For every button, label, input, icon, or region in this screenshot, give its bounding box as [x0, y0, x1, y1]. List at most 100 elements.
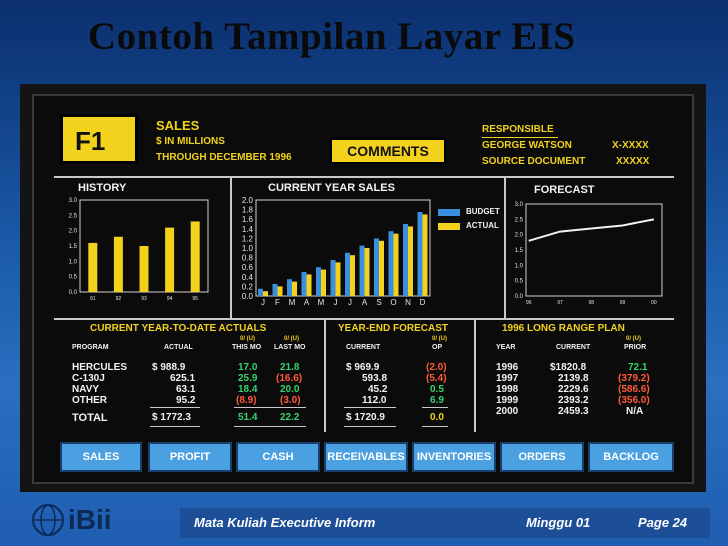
- yef-row-current: 45.2: [368, 384, 388, 395]
- lrp-title: 1996 LONG RANGE PLAN: [502, 323, 625, 334]
- nav-sales-button[interactable]: SALES: [60, 442, 142, 472]
- nav-backlog-button[interactable]: BACKLOG: [588, 442, 674, 472]
- ytd-row-last-mo: (3.0): [280, 395, 301, 406]
- lrp-row-prior: (586.6): [618, 384, 650, 395]
- history-bar: [113, 236, 123, 292]
- cys-bar: [301, 272, 307, 296]
- ytd-header-last-mo: LAST MO: [274, 344, 306, 351]
- forecast-x-tick-label: 98: [588, 300, 594, 306]
- cys-bar: [263, 291, 268, 296]
- history-bar: [139, 246, 149, 292]
- ytd-sub-this: 0/ (U): [240, 336, 255, 342]
- cys-x-tick-label: M: [289, 298, 296, 307]
- nav-receivables-button[interactable]: RECEIVABLES: [324, 442, 408, 472]
- yef-header-current: CURRENT: [346, 344, 381, 351]
- cys-y-tick-label: 0.2: [242, 282, 254, 291]
- history-x-tick-label: 91: [90, 296, 96, 302]
- yef-row-op: 0.5: [430, 384, 444, 395]
- history-x-tick-label: 93: [141, 296, 147, 302]
- ytd-sub-last: 0/ (U): [284, 336, 299, 342]
- forecast-x-tick-label: 96: [526, 300, 532, 306]
- yef-row-op: (5.4): [426, 373, 447, 384]
- forecast-line: [528, 218, 655, 242]
- ytd-row-this-mo: (8.9): [236, 395, 257, 406]
- nav-inventories-button[interactable]: INVENTORIES: [412, 442, 496, 472]
- cys-bar: [335, 262, 341, 296]
- history-y-tick-label: 1.0: [69, 259, 78, 265]
- current-year-sales-title: CURRENT YEAR SALES: [268, 182, 395, 194]
- charts-layer: 0.00.51.01.52.02.53.091 92 93 94 95 0.00.20.4…: [69, 196, 663, 307]
- lrp-row-year: 1997: [496, 373, 519, 384]
- legend-budget-label: BUDGET: [466, 207, 500, 216]
- history-title: HISTORY: [78, 182, 127, 194]
- lrp-header-current: CURRENT: [556, 344, 591, 351]
- responsible-person: GEORGE WATSON: [482, 140, 572, 151]
- lrp-row-current: $1820.8: [550, 362, 587, 373]
- cys-y-tick-label: 1.8: [242, 206, 254, 215]
- cys-y-tick-label: 0.4: [242, 273, 254, 282]
- footer-bar: Mata Kuliah Executive Inform Minggu 01 P…: [180, 508, 710, 538]
- cys-bar: [277, 286, 283, 296]
- lrp-row-current: 2229.6: [558, 384, 589, 395]
- cys-bar: [272, 284, 278, 296]
- forecast-y-tick-label: 0.5: [515, 279, 524, 285]
- divider-v2: [504, 176, 506, 318]
- nav-orders-button[interactable]: ORDERS: [500, 442, 584, 472]
- lrp-row-current: 2459.3: [558, 406, 589, 417]
- ytd-row-actual: 63.1: [176, 384, 196, 395]
- cys-bar: [306, 274, 312, 296]
- cys-bar: [287, 279, 292, 296]
- ytd-total-rule: [234, 407, 306, 408]
- yef-total-rule: [344, 426, 396, 427]
- ytd-total-this-mo: 51.4: [238, 412, 258, 423]
- history-x-tick-label: 92: [116, 296, 122, 302]
- units-label: $ IN MILLIONS: [156, 136, 225, 147]
- ytd-row-last-mo: 20.0: [280, 384, 300, 395]
- nav-cash-button[interactable]: CASH: [236, 442, 320, 472]
- lrp-row-year: 1998: [496, 384, 519, 395]
- ytd-total-label: TOTAL: [72, 412, 108, 424]
- ytd-row-this-mo: 25.9: [238, 373, 258, 384]
- through-label: THROUGH DECEMBER 1996: [156, 152, 292, 163]
- forecast-x-tick-label: 99: [620, 300, 626, 306]
- slide-title: Contoh Tampilan Layar EIS: [88, 15, 576, 58]
- ytd-total-last-mo: 22.2: [280, 412, 300, 423]
- ytd-row-actual: 95.2: [176, 395, 196, 406]
- ytd-row-this-mo: 17.0: [238, 362, 258, 373]
- cys-y-tick-label: 0.8: [242, 254, 254, 263]
- f1-label: F1: [75, 126, 106, 156]
- yef-total-current: $ 1720.9: [346, 412, 385, 423]
- cys-y-tick-label: 0.6: [242, 263, 254, 272]
- responsible-label: RESPONSIBLE: [482, 124, 554, 135]
- legend-actual-label: ACTUAL: [466, 221, 499, 230]
- cys-bar: [330, 260, 336, 296]
- responsible-code: X-XXXX: [612, 140, 649, 151]
- forecast-x-tick-label: 97: [557, 300, 563, 306]
- history-y-tick-label: 0.5: [69, 275, 78, 281]
- ytd-total-rule: [150, 426, 200, 427]
- cys-bar: [359, 245, 365, 296]
- ytd-total-rule: [234, 426, 306, 427]
- history-y-tick-label: 2.5: [69, 213, 78, 219]
- cys-x-tick-label: S: [376, 298, 381, 307]
- lrp-row-year: 1996: [496, 362, 519, 373]
- forecast-x-tick-label: 00: [651, 300, 657, 306]
- cys-bar: [388, 231, 394, 296]
- divider-v3: [324, 318, 326, 432]
- cys-x-tick-label: F: [275, 298, 280, 307]
- divider-v4: [474, 318, 476, 432]
- yef-row-current: 112.0: [362, 395, 387, 406]
- cys-bar: [374, 238, 379, 296]
- cys-bar: [364, 248, 370, 296]
- yef-header-op: OP: [432, 344, 443, 351]
- cys-bar: [350, 255, 355, 296]
- forecast-y-tick-label: 2.5: [515, 217, 524, 223]
- source-document-label: SOURCE DOCUMENT: [482, 156, 586, 167]
- f1-key[interactable]: F1: [60, 114, 138, 164]
- cys-plot-frame: [255, 199, 431, 297]
- footer-week: Minggu 01: [526, 515, 591, 530]
- yef-row-current: $ 969.9: [346, 362, 380, 373]
- history-bar: [165, 227, 175, 292]
- comments-button[interactable]: COMMENTS: [330, 138, 446, 164]
- nav-profit-button[interactable]: PROFIT: [148, 442, 232, 472]
